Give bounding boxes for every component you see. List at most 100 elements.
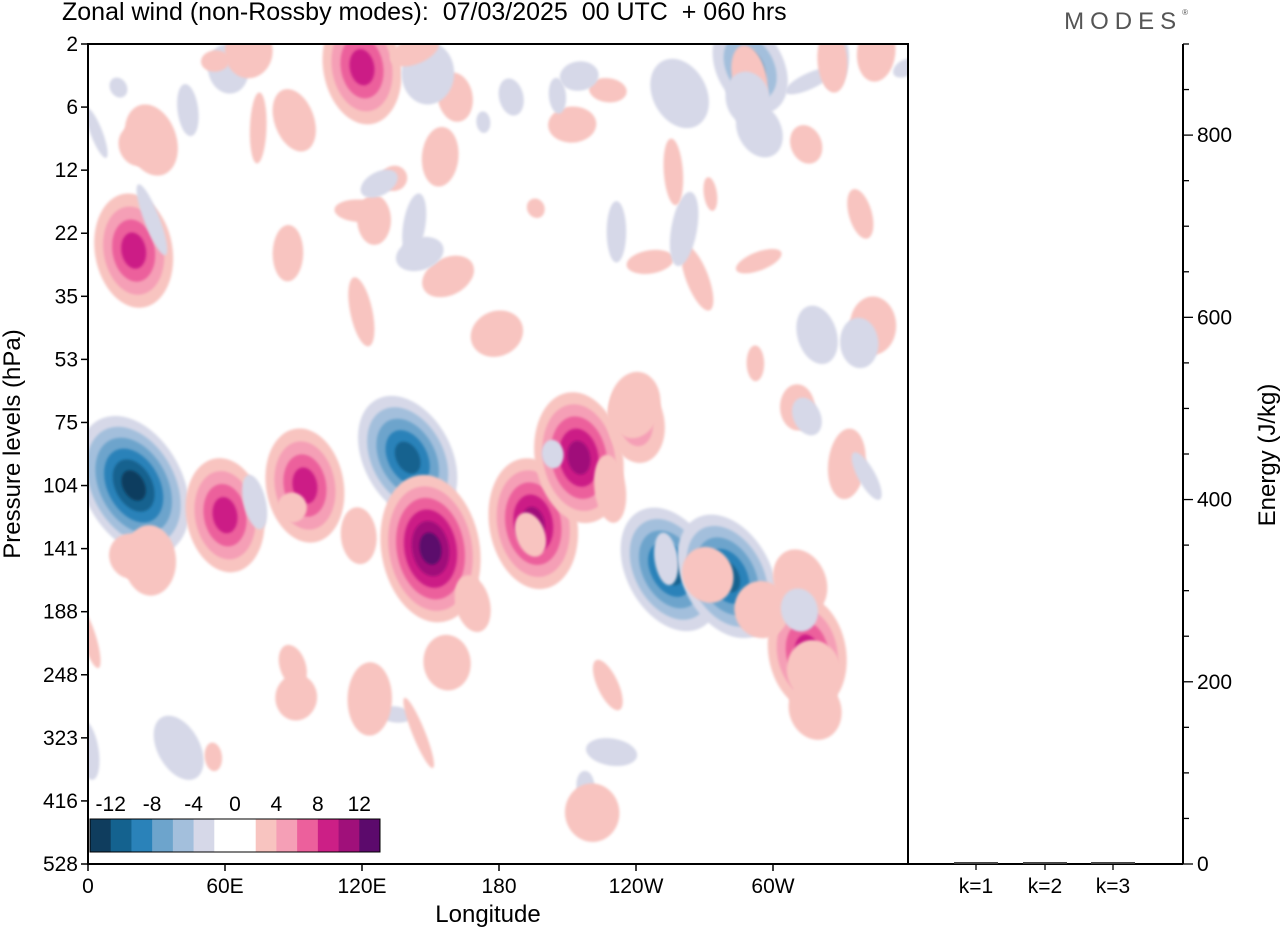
wind-contour-weak (588, 77, 627, 103)
wind-contour-weak (423, 634, 471, 691)
wind-contour-weak (498, 78, 524, 116)
y-tick-label: 2 (66, 33, 78, 56)
wind-contour-weak (390, 44, 439, 67)
energy-axis-label: Energy (J/kg) (1254, 384, 1280, 527)
wind-contour-weak (88, 108, 108, 158)
colorbar-swatch (297, 819, 319, 852)
y-tick-label: 75 (55, 411, 78, 434)
wind-contour-weak (827, 428, 866, 500)
colorbar-swatch (110, 819, 132, 852)
wind-contour-weak (734, 581, 790, 639)
colorbar-swatch (338, 819, 360, 852)
energy-bar (1023, 862, 1067, 864)
wind-contour-weak (177, 84, 199, 137)
colorbar-label: 4 (271, 793, 283, 816)
wind-contour (212, 497, 238, 534)
wind-contour-weak (725, 71, 771, 126)
colorbar-label: 8 (312, 793, 324, 816)
bar-y-tick-label: 600 (1197, 306, 1232, 329)
wind-contour-weak (395, 236, 444, 272)
y-tick-label: 53 (55, 348, 78, 371)
wind-contour-weak (559, 61, 599, 91)
x-tick-label: 180 (481, 875, 516, 898)
wind-contour-weak (360, 169, 398, 198)
wind-contour-weak (109, 77, 128, 98)
wind-contour-weak (454, 575, 491, 633)
wind-contour-weak (548, 77, 567, 114)
colorbar-label: -8 (143, 793, 162, 816)
wind-contour-weak (669, 191, 699, 267)
wind-contour (567, 440, 591, 475)
y-tick-label: 248 (43, 664, 78, 687)
wind-contour-weak (593, 454, 627, 523)
wind-contour-weak (136, 184, 168, 256)
wind-contour-weak (249, 92, 267, 164)
wind-contour-weak (204, 742, 223, 772)
wind-contour-weak (275, 674, 318, 721)
wind-contour-weak (682, 546, 734, 603)
wind-contour-weak (856, 44, 896, 82)
wind-contour-weak (789, 125, 823, 164)
wind-contour-weak (606, 201, 627, 263)
wind-contour-weak (153, 715, 204, 780)
wind-contour-weak (893, 58, 908, 78)
colorbar-swatch (172, 819, 194, 852)
colorbar-label: 0 (229, 793, 241, 816)
colorbar-swatch (359, 819, 381, 852)
energy-bar (1091, 862, 1135, 864)
plot-frame (87, 43, 909, 865)
wind-contour-weak (224, 44, 273, 79)
wind-contour-weak (242, 474, 268, 530)
modes-logo: MODES® (1064, 8, 1188, 36)
wind-contour-weak (650, 58, 709, 129)
colorbar-swatch (276, 819, 298, 852)
wind-contour-weak (123, 525, 177, 596)
wind-contour-weak (786, 640, 842, 702)
wind-contour (121, 470, 146, 501)
bar-y-tick-label: 800 (1197, 124, 1232, 147)
colorbar-swatch (317, 819, 339, 852)
wind-contour-weak (526, 198, 545, 218)
wind-contour-weak (403, 697, 435, 769)
bar-category-label: k=2 (1028, 875, 1062, 898)
wind-contour-weak (541, 439, 564, 469)
wind-contour-weak (585, 738, 638, 767)
wind-contour-weak (592, 659, 623, 711)
colorbar: -12 -8 -4 0 4 8 12 (88, 784, 382, 856)
wind-contour-weak (608, 371, 661, 439)
y-tick-label: 416 (43, 790, 78, 813)
y-tick-label: 188 (43, 601, 78, 624)
y-tick-label: 6 (66, 96, 78, 119)
wind-contour-weak (847, 189, 874, 239)
y-tick-label: 104 (43, 475, 78, 498)
wind-contour-weak (272, 89, 316, 152)
y-tick-label: 528 (43, 853, 78, 876)
plot-background (88, 44, 908, 864)
y-tick-label: 12 (55, 159, 78, 182)
wind-contour-weak (839, 317, 879, 369)
colorbar-label: -12 (96, 793, 126, 816)
wind-contour-weak (200, 50, 230, 72)
wind-contour (394, 441, 421, 474)
bar-y-tick-label: 0 (1197, 853, 1209, 876)
wind-contour-weak (663, 138, 684, 206)
wind-contour-weak (654, 532, 679, 586)
wind-contour-weak (476, 111, 491, 133)
wind-contour (349, 49, 375, 86)
bar-category-label: k=3 (1096, 875, 1130, 898)
wind-contour-weak (277, 492, 307, 523)
wind-contour-weak (817, 44, 848, 93)
colorbar-swatch (90, 819, 112, 852)
wind-contour-weak (470, 310, 524, 357)
wind-contour-weak (272, 224, 304, 282)
x-tick-label: 120W (609, 875, 664, 898)
wind-contour-weak (735, 248, 782, 274)
wind-contour-weak (851, 452, 882, 500)
heatmap-plot (88, 44, 908, 864)
bar-y-tick-label: 200 (1197, 671, 1232, 694)
wind-contour-weak (347, 662, 392, 736)
wind-contour (419, 532, 442, 565)
energy-bar (954, 862, 998, 864)
